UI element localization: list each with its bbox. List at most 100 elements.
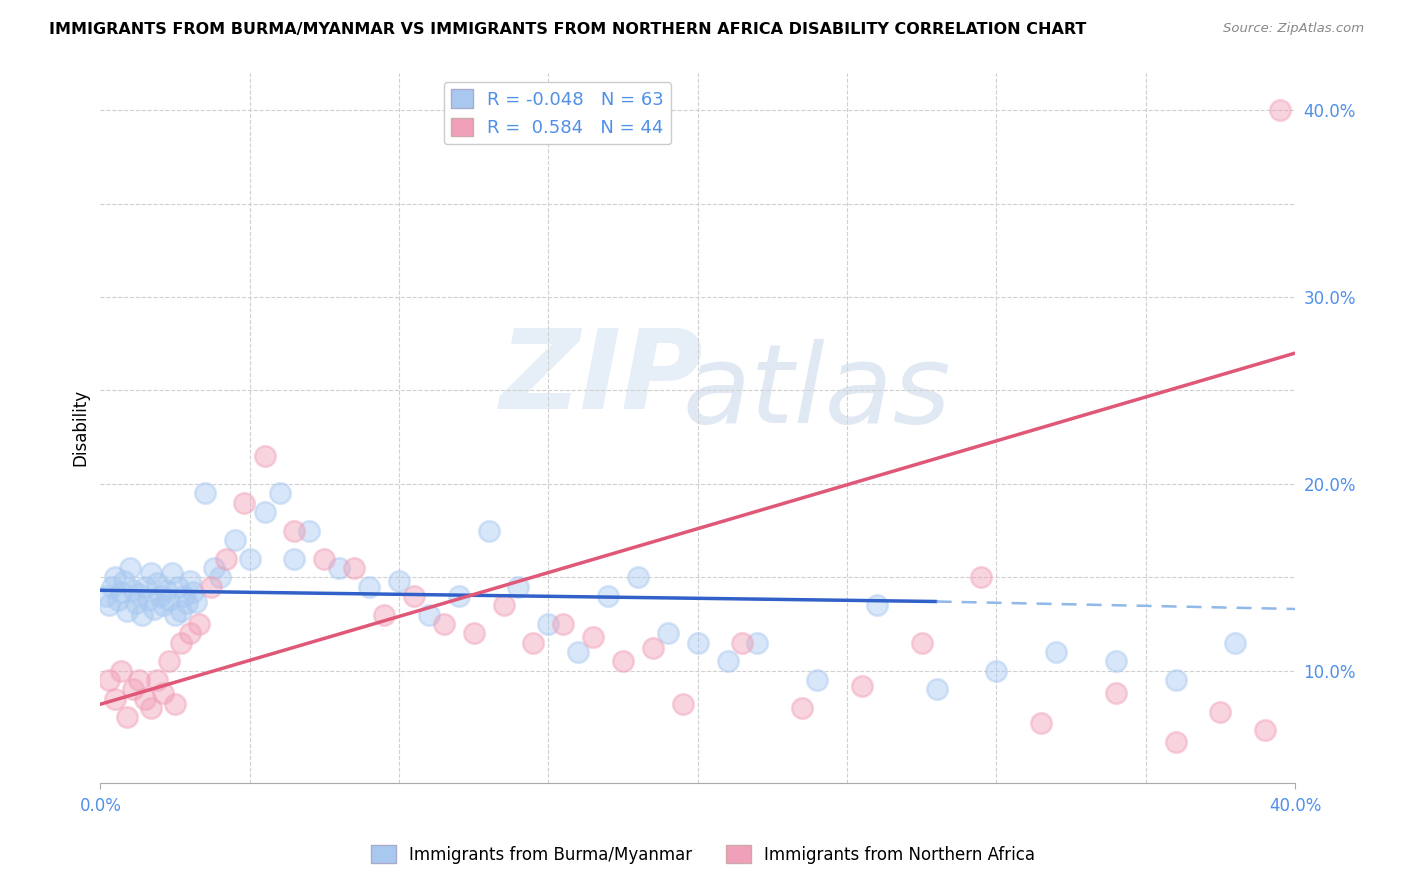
Point (104, 570, 127, 584)
Point (184, 594, 207, 608)
Y-axis label: Disability: Disability (72, 389, 89, 467)
Point (131, 607, 153, 622)
Point (806, 673, 828, 687)
Point (925, 682, 948, 697)
Point (596, 589, 619, 603)
Point (160, 566, 183, 581)
Point (328, 561, 350, 575)
Point (143, 602, 166, 616)
Point (1254, 723, 1277, 738)
Point (170, 635, 193, 649)
Point (152, 599, 174, 613)
Point (110, 585, 132, 599)
Point (134, 691, 156, 706)
Point (851, 679, 873, 693)
Point (134, 580, 156, 594)
Point (567, 645, 589, 659)
Point (1105, 654, 1128, 668)
Point (157, 654, 180, 668)
Point (104, 691, 127, 706)
Point (388, 574, 411, 588)
Point (163, 697, 186, 711)
Point (747, 635, 769, 649)
Legend: R = -0.048   N = 63, R =  0.584   N = 44: R = -0.048 N = 63, R = 0.584 N = 44 (444, 82, 671, 145)
Point (1045, 645, 1067, 659)
Point (522, 635, 544, 649)
Point (283, 524, 305, 538)
Point (163, 607, 186, 622)
Point (686, 635, 709, 649)
Point (122, 682, 145, 697)
Point (179, 574, 201, 588)
Point (1164, 673, 1187, 687)
Point (122, 583, 145, 598)
Point (239, 551, 262, 566)
Point (181, 585, 204, 599)
Point (170, 604, 193, 618)
Point (98, 673, 121, 687)
Text: Source: ZipAtlas.com: Source: ZipAtlas.com (1223, 22, 1364, 36)
Point (179, 626, 201, 640)
Point (200, 580, 222, 594)
Point (792, 701, 814, 715)
Point (1164, 734, 1187, 748)
Point (112, 574, 135, 588)
Point (115, 604, 138, 618)
Point (970, 570, 993, 584)
Point (136, 592, 159, 607)
Point (447, 589, 470, 603)
Point (418, 607, 440, 622)
Point (157, 592, 180, 607)
Point (537, 616, 560, 631)
Point (478, 524, 501, 538)
Point (215, 551, 238, 566)
Point (582, 630, 605, 644)
Point (283, 551, 305, 566)
Point (167, 580, 190, 594)
Point (492, 599, 515, 613)
Point (202, 561, 225, 575)
Point (187, 616, 209, 631)
Point (149, 589, 172, 603)
Point (343, 561, 366, 575)
Point (173, 589, 195, 603)
Point (314, 551, 336, 566)
Point (986, 664, 1008, 678)
Point (672, 697, 695, 711)
Point (1105, 686, 1128, 700)
Point (1268, 103, 1291, 118)
Point (110, 664, 132, 678)
Text: IMMIGRANTS FROM BURMA/MYANMAR VS IMMIGRANTS FROM NORTHERN AFRICA DISABILITY CORR: IMMIGRANTS FROM BURMA/MYANMAR VS IMMIGRA… (49, 22, 1087, 37)
Point (155, 583, 177, 598)
Point (115, 710, 138, 724)
Point (101, 580, 124, 594)
Point (716, 654, 738, 668)
Point (98, 599, 121, 613)
Point (508, 580, 530, 594)
Point (1031, 715, 1053, 730)
Point (146, 673, 169, 687)
Text: ZIP: ZIP (501, 325, 704, 432)
Point (627, 570, 650, 584)
Point (373, 607, 395, 622)
Point (125, 596, 148, 610)
Point (128, 587, 150, 601)
Text: atlas: atlas (683, 339, 952, 446)
Point (224, 533, 246, 547)
Point (731, 635, 754, 649)
Point (96, 589, 118, 603)
Point (359, 580, 381, 594)
Point (866, 599, 889, 613)
Point (107, 592, 129, 607)
Point (402, 589, 425, 603)
Point (253, 449, 276, 463)
Point (253, 505, 276, 519)
Point (139, 566, 162, 581)
Point (553, 616, 575, 631)
Point (612, 654, 634, 668)
Point (463, 626, 485, 640)
Point (194, 486, 217, 500)
Point (657, 626, 679, 640)
Point (298, 524, 321, 538)
Point (1209, 705, 1232, 719)
